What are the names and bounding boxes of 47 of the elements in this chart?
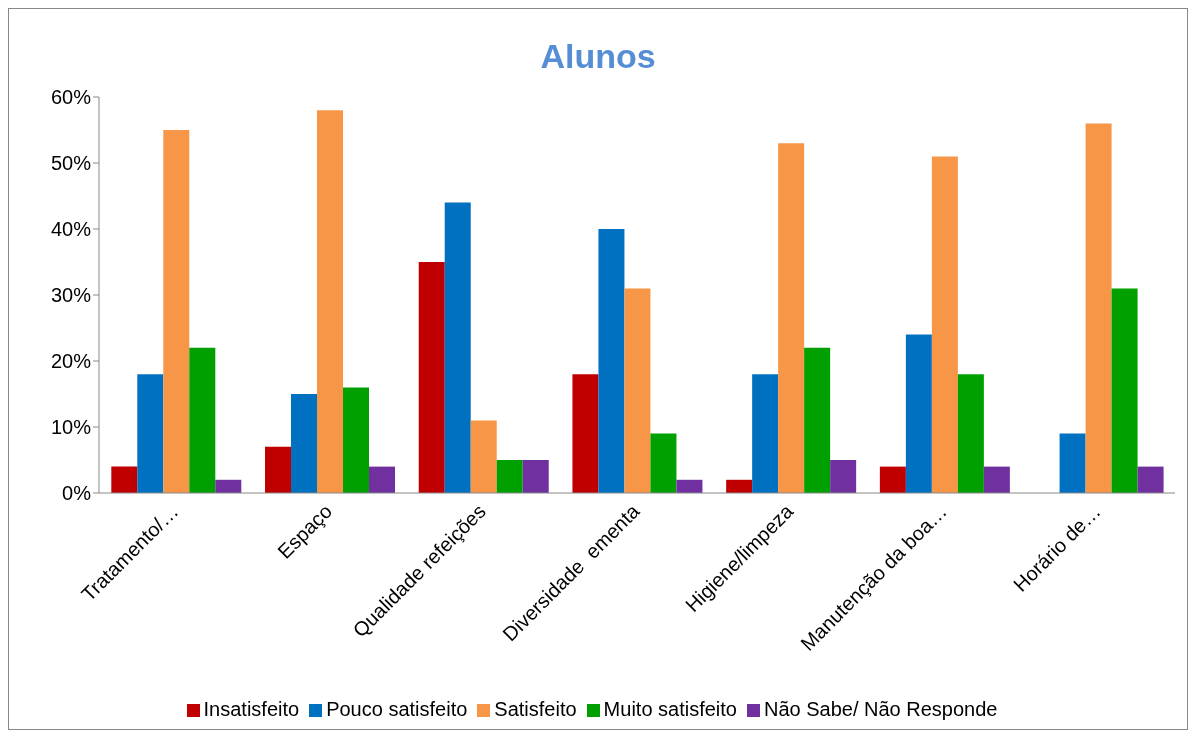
bar (676, 479, 703, 493)
bar (291, 394, 318, 493)
bar (496, 460, 523, 493)
bar (265, 446, 292, 493)
bar (726, 479, 753, 493)
legend-label: Pouco satisfeito (326, 698, 468, 720)
bar (444, 202, 471, 493)
legend-label: Muito satisfeito (603, 698, 737, 720)
bar (1111, 288, 1138, 493)
bar (572, 374, 599, 493)
bar (1137, 466, 1164, 493)
bar (1085, 123, 1112, 493)
bar (317, 110, 344, 493)
bar (830, 460, 857, 493)
bar (598, 229, 625, 493)
bar (163, 130, 190, 493)
bar (189, 347, 216, 493)
legend-label: Não Sabe/ Não Responde (763, 698, 998, 720)
bar (650, 433, 677, 493)
legend-label: Insatisfeito (203, 698, 300, 720)
bar (752, 374, 779, 493)
bar (418, 262, 445, 493)
y-tick-label: 40% (50, 218, 92, 241)
bar (1059, 433, 1086, 493)
bar (983, 466, 1010, 493)
chart-title: Alunos (539, 37, 657, 77)
bar (624, 288, 651, 493)
legend-label: Satisfeito (494, 698, 577, 720)
bar (905, 334, 932, 493)
y-tick-label: 60% (50, 86, 92, 109)
y-tick-label: 20% (50, 350, 92, 373)
bar (470, 420, 497, 493)
bar (931, 156, 958, 493)
bar (343, 387, 370, 493)
bar (215, 479, 242, 493)
y-tick-label: 10% (50, 416, 92, 439)
y-tick-label: 50% (50, 152, 92, 175)
bar (111, 466, 138, 493)
bar (778, 143, 805, 493)
bar (137, 374, 164, 493)
y-tick-label: 30% (50, 284, 92, 307)
y-tick-label: 0% (62, 482, 92, 505)
bar (804, 347, 831, 493)
bar (522, 460, 549, 493)
bar (957, 374, 984, 493)
bar (879, 466, 906, 493)
bar (369, 466, 396, 493)
